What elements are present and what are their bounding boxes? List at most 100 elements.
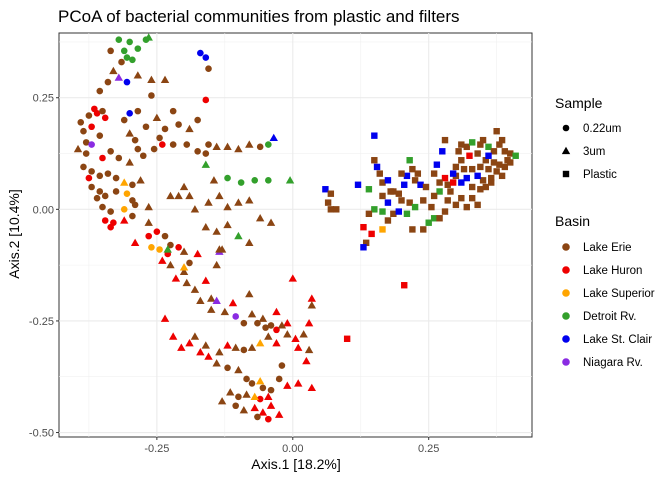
- data-point: [449, 170, 457, 177]
- data-point: [441, 136, 449, 144]
- data-point: [441, 174, 449, 182]
- data-point: [245, 196, 254, 204]
- data-point: [458, 157, 465, 164]
- data-point: [160, 75, 170, 84]
- data-point: [215, 347, 224, 356]
- data-point: [250, 392, 259, 400]
- data-point: [425, 219, 432, 226]
- data-point: [125, 158, 134, 166]
- data-point: [265, 177, 272, 184]
- data-point: [194, 147, 201, 155]
- data-point: [373, 163, 381, 171]
- legend-basin-key: [562, 266, 570, 274]
- data-point: [277, 321, 287, 329]
- data-point: [433, 161, 441, 168]
- data-point: [93, 110, 101, 117]
- data-point: [371, 132, 378, 139]
- data-point: [112, 174, 120, 182]
- data-point: [304, 345, 314, 354]
- data-point: [185, 191, 194, 200]
- data-point: [169, 141, 177, 148]
- plot-panel: [58, 32, 533, 438]
- data-point: [474, 150, 481, 157]
- data-point: [482, 183, 489, 191]
- data-point: [179, 263, 189, 271]
- data-point: [507, 159, 514, 166]
- data-point: [240, 346, 248, 354]
- data-point: [185, 124, 194, 133]
- data-point: [379, 192, 386, 200]
- data-point: [493, 168, 500, 175]
- data-point: [142, 123, 150, 131]
- data-point: [477, 186, 484, 193]
- y-axis: -0.50 -0.25 0.00 0.25: [29, 93, 59, 440]
- data-point: [134, 145, 142, 153]
- y-tick-label: 0.00: [33, 204, 54, 216]
- data-point: [166, 260, 175, 269]
- data-point: [115, 36, 123, 43]
- data-point: [96, 188, 104, 195]
- data-point: [265, 415, 272, 423]
- data-point: [255, 214, 265, 222]
- data-point: [123, 54, 131, 61]
- data-point: [235, 393, 242, 401]
- data-point: [224, 364, 231, 372]
- data-point: [371, 157, 378, 164]
- data-point: [147, 75, 156, 84]
- data-point: [498, 172, 506, 180]
- data-point: [501, 163, 509, 171]
- data-point: [115, 154, 123, 162]
- data-point: [379, 226, 386, 233]
- data-point: [294, 343, 303, 351]
- data-point: [212, 142, 221, 150]
- data-point: [436, 179, 443, 186]
- data-point: [99, 107, 106, 115]
- legend-basin-key: [562, 312, 570, 320]
- data-point: [384, 177, 392, 184]
- data-point: [278, 362, 286, 369]
- data-point: [283, 330, 292, 338]
- data-point: [259, 384, 267, 392]
- data-point: [485, 152, 492, 159]
- legend-sample-label: 3um: [583, 146, 605, 158]
- data-point: [120, 206, 128, 213]
- data-point: [384, 199, 392, 206]
- data-point: [136, 176, 145, 184]
- scatter-points: [73, 33, 519, 423]
- data-point: [398, 197, 405, 204]
- data-point: [251, 177, 259, 184]
- data-point: [226, 388, 235, 396]
- data-point: [171, 274, 181, 282]
- data-point: [307, 294, 317, 302]
- data-point: [376, 170, 383, 177]
- data-point: [144, 218, 153, 226]
- data-point: [307, 301, 317, 309]
- data-point: [212, 296, 221, 304]
- data-point: [401, 181, 408, 188]
- data-point: [430, 215, 438, 222]
- data-point: [139, 152, 147, 160]
- legend-basin-label: Lake St. Clair: [583, 334, 652, 346]
- data-point: [333, 206, 340, 213]
- data-point: [190, 205, 200, 213]
- legend-basin-label: Niagara Rv.: [583, 357, 643, 369]
- data-point: [212, 227, 221, 235]
- data-point: [479, 136, 487, 144]
- data-point: [490, 148, 498, 155]
- data-point: [444, 197, 451, 204]
- legend-basin-label: Lake Superior: [583, 288, 655, 300]
- data-point: [272, 307, 281, 316]
- data-point: [101, 192, 109, 200]
- data-point: [247, 343, 257, 351]
- data-point: [245, 140, 254, 148]
- data-point: [150, 145, 158, 153]
- data-point: [379, 208, 386, 215]
- data-point: [485, 143, 492, 151]
- data-point: [477, 141, 484, 148]
- data-point: [120, 116, 128, 124]
- data-point: [360, 223, 367, 231]
- data-point: [275, 375, 283, 383]
- x-axis-title: Axis.1 [18.2%]: [251, 456, 341, 472]
- data-point: [201, 222, 210, 231]
- data-point: [501, 148, 509, 155]
